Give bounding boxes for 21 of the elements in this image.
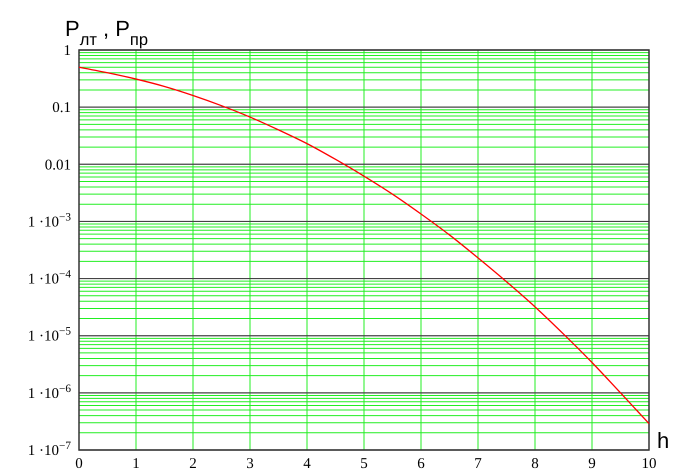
x-axis-title: h	[657, 428, 670, 453]
x-tick-label: 7	[474, 456, 482, 472]
y-tick-label: 0.01	[44, 157, 71, 174]
x-tick-label: 6	[417, 456, 426, 472]
x-tick-label: 8	[531, 456, 539, 472]
x-tick-label: 2	[189, 456, 197, 472]
x-tick-label: 5	[360, 456, 368, 472]
x-tick-label: 10	[642, 456, 656, 472]
y-tick-label: 1 ·10$^{−3}$	[28, 211, 72, 230]
y-tick-label: 1	[64, 43, 71, 59]
line-series	[78, 66, 650, 424]
y-tick-label: 1 ·10$^{−4}$	[28, 268, 72, 288]
x-tick-label: 3	[246, 456, 254, 472]
y-tick-label: 1 ·10$^{−5}$	[28, 326, 72, 345]
x-tick-label: 9	[588, 456, 596, 472]
y-tick-label: 1 ·10$^{−6}$	[28, 382, 72, 402]
x-tick-label: 0	[75, 456, 83, 472]
x-tick-label: 4	[303, 456, 312, 472]
y-tick-label: 1 ·10$^{−7}$	[28, 440, 72, 459]
y-tick-label: 0.1	[52, 100, 71, 116]
x-tick-label: 1	[132, 456, 140, 472]
